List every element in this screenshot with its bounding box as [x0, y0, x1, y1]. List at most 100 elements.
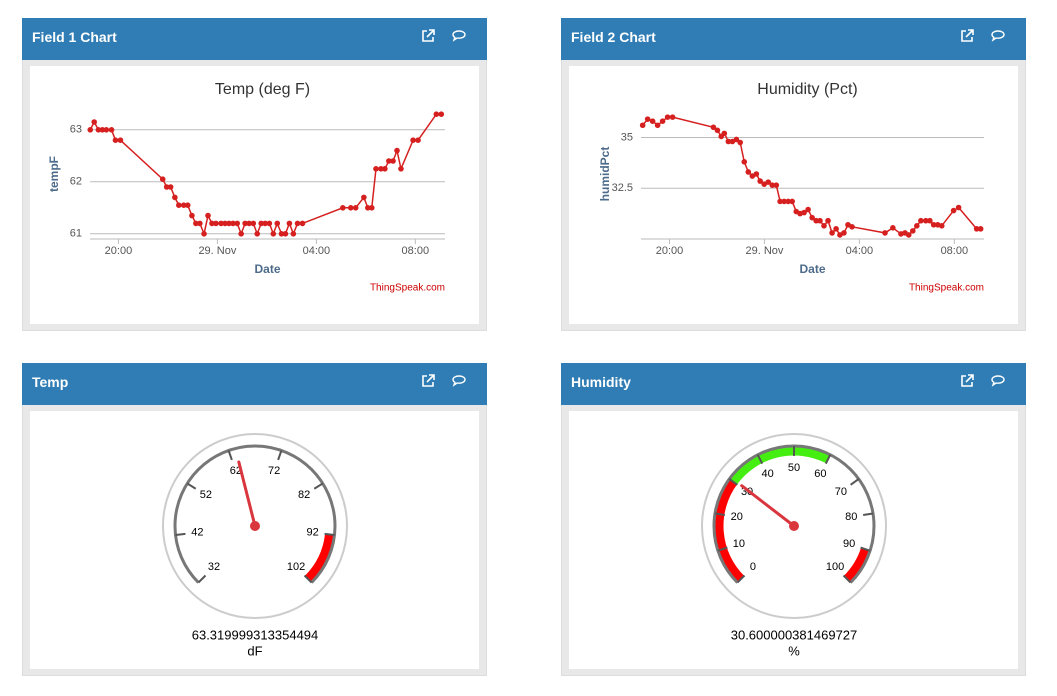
chart: Temp (deg F) 61 62 63 20:00 29. Nov 04:00 08:00… [47, 81, 445, 294]
data-point [180, 202, 187, 208]
data-point [250, 220, 257, 227]
gauge-band [729, 446, 831, 485]
panel-header: Humidity [561, 363, 1026, 405]
data-point [659, 118, 666, 124]
open-external-icon[interactable] [420, 373, 436, 389]
y-axis-title: humidPct [598, 147, 612, 202]
data-point [977, 226, 984, 232]
x-tick-label: 08:00 [402, 245, 430, 257]
data-point [757, 178, 763, 184]
data-point [909, 228, 916, 234]
panel-header: Field 1 Chart [22, 18, 487, 60]
data-point [765, 179, 772, 185]
comment-icon[interactable] [990, 373, 1006, 389]
gauge-needle [237, 460, 257, 528]
y-tick-label: 62 [70, 176, 82, 188]
data-point [841, 230, 847, 236]
data-point [789, 198, 796, 205]
gauge-tick [850, 478, 860, 486]
panel-title: Temp [32, 374, 69, 390]
data-point [226, 220, 232, 227]
y-tick-label: 32.5 [612, 182, 633, 194]
data-point [382, 166, 388, 172]
data-point [725, 138, 732, 145]
data-point [415, 137, 421, 143]
x-axis-title: Date [254, 262, 280, 276]
data-point [833, 226, 839, 232]
icon-shape [991, 375, 1005, 387]
data-point [821, 222, 827, 229]
gauge-tick-label: 50 [788, 462, 800, 474]
data-point [785, 198, 791, 205]
data-point [398, 166, 404, 172]
x-tick-label: 29. Nov [198, 245, 236, 257]
gauge-units: dF [247, 643, 262, 658]
data-point [817, 217, 823, 224]
data-point [644, 116, 651, 122]
x-tick-label: 04:00 [303, 245, 331, 257]
open-external-icon[interactable] [959, 28, 975, 44]
gauge-band [714, 479, 745, 583]
data-point [352, 205, 359, 211]
comment-icon[interactable] [990, 28, 1006, 44]
x-tick-label: 29. Nov [745, 245, 783, 257]
data-point [433, 111, 440, 117]
gauge-tick [862, 512, 874, 517]
data-point [103, 127, 110, 133]
x-tick-label: 08:00 [941, 245, 969, 257]
gauge-needle [740, 484, 796, 528]
data-point [710, 124, 717, 131]
panel-header: Field 2 Chart [561, 18, 1026, 60]
chart: Humidity (Pct) 32.5 35 20:00 29. Nov 04:00 08:… [598, 81, 984, 294]
gauge-tick-label: 92 [307, 526, 319, 538]
data-point [258, 220, 264, 227]
data-point [218, 220, 224, 227]
gauge-tick-label: 90 [843, 538, 855, 550]
open-external-icon[interactable] [420, 28, 436, 44]
data-point [927, 217, 933, 224]
icon-shape [961, 29, 974, 42]
data-point [262, 220, 268, 227]
data-point [294, 220, 301, 227]
data-point [438, 111, 445, 117]
panel: Temp 32 42 52 62 72 82 92 102 63.319999313354494 d… [22, 363, 487, 676]
data-point [234, 220, 240, 227]
open-external-icon[interactable] [959, 373, 975, 389]
data-point [167, 184, 174, 190]
comment-icon[interactable] [451, 373, 467, 389]
data-point [649, 118, 656, 124]
gauge-tick [717, 546, 728, 552]
comment-icon[interactable] [451, 28, 467, 44]
data-point [669, 114, 676, 120]
gauge-tick [842, 574, 852, 584]
data-point [973, 226, 980, 232]
gauge-value: 30.600000381469727 [731, 627, 858, 642]
data-point [163, 184, 170, 190]
data-point [193, 220, 199, 227]
panel: Field 1 Chart Temp (deg F) 61 62 63 20:00 29. … [22, 18, 487, 331]
y-axis-title: tempF [47, 156, 61, 192]
data-point [365, 205, 371, 211]
icon-shape [452, 30, 466, 42]
icon-shape [991, 30, 1005, 42]
data-point [930, 221, 937, 228]
gauge-value: 63.319999313354494 [192, 627, 319, 642]
data-point [905, 232, 912, 238]
data-point [340, 205, 346, 211]
data-point [282, 231, 289, 237]
data-point [238, 231, 244, 237]
data-point [745, 169, 752, 175]
gauge-tick-label: 60 [814, 468, 826, 480]
data-point [410, 137, 416, 143]
data-point [205, 212, 211, 219]
panel-content: Humidity (Pct) 32.5 35 20:00 29. Nov 04:00 08:… [569, 66, 1018, 324]
credit: ThingSpeak.com [909, 283, 984, 294]
data-point [737, 139, 744, 146]
gauge-tick-label: 20 [731, 511, 743, 523]
gauge-tick-label: 40 [762, 468, 774, 480]
data-point [378, 166, 384, 172]
data-point [923, 217, 929, 224]
credit: ThingSpeak.com [370, 283, 445, 294]
